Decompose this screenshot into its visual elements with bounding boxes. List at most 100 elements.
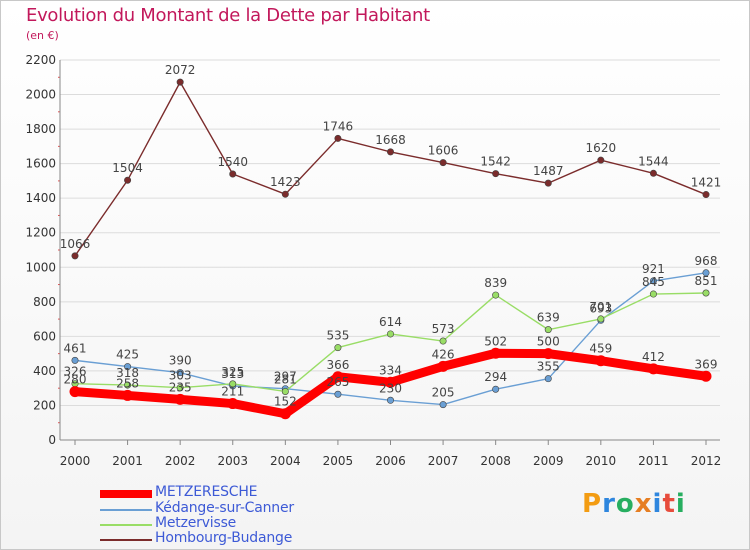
logo-letter: i <box>652 489 663 519</box>
data-point <box>702 289 710 297</box>
logo-letter: r <box>602 489 616 519</box>
legend-swatch <box>100 509 152 511</box>
data-point <box>492 291 500 299</box>
legend-label: Hombourg-Budange <box>155 530 293 546</box>
y-tick-label: 0 <box>48 433 56 447</box>
data-label: 313 <box>221 367 244 381</box>
data-label: 1668 <box>375 133 406 147</box>
y-tick-label: 1800 <box>25 122 56 136</box>
data-point <box>700 370 712 382</box>
data-label: 459 <box>589 342 612 356</box>
logo-letter: P <box>582 489 603 519</box>
data-label: 461 <box>64 341 87 355</box>
data-point <box>492 385 500 393</box>
y-tick-label: 1400 <box>25 191 56 205</box>
data-label: 297 <box>274 370 297 384</box>
logo-letter: t <box>662 489 676 519</box>
y-tick-label: 2200 <box>25 53 56 67</box>
data-point <box>386 396 394 404</box>
y-tick-label: 800 <box>33 295 56 309</box>
data-point <box>174 393 186 405</box>
data-label: 1487 <box>533 164 564 178</box>
y-tick-label: 400 <box>33 364 56 378</box>
data-label: 968 <box>695 254 718 268</box>
series-line-3 <box>74 81 707 257</box>
data-label: 369 <box>695 357 718 371</box>
data-point <box>439 159 447 167</box>
data-label: 280 <box>64 373 87 387</box>
data-point <box>649 277 657 285</box>
data-label: 851 <box>695 274 718 288</box>
data-label: 839 <box>484 276 507 290</box>
data-label: 1542 <box>480 155 511 169</box>
data-label: 535 <box>326 329 349 343</box>
data-point <box>229 380 237 388</box>
data-label: 693 <box>589 301 612 315</box>
y-tick-label: 600 <box>33 329 56 343</box>
data-point <box>702 191 710 199</box>
data-point <box>124 381 132 389</box>
data-point <box>490 347 502 359</box>
data-label: 1544 <box>638 154 669 168</box>
data-point <box>281 387 289 395</box>
x-tick-label: 2012 <box>691 454 722 468</box>
data-label: 281 <box>274 372 297 386</box>
data-label: 355 <box>537 360 560 374</box>
data-label: 614 <box>379 315 402 329</box>
data-label: 1540 <box>217 155 248 169</box>
logo-letter: i <box>675 489 686 519</box>
data-point <box>279 408 291 420</box>
x-tick-label: 2001 <box>112 454 143 468</box>
chart-title: Evolution du Montant de la Dette par Hab… <box>26 5 430 26</box>
chart-subtitle: (en €) <box>26 29 59 42</box>
data-point <box>544 375 552 383</box>
data-label: 334 <box>379 363 402 377</box>
data-label: 265 <box>326 375 349 389</box>
data-label: 502 <box>484 334 507 348</box>
x-tick-label: 2000 <box>60 454 91 468</box>
legend-swatch <box>100 524 152 526</box>
data-label: 152 <box>274 395 297 409</box>
data-label: 258 <box>116 376 139 390</box>
data-label: 1504 <box>112 161 143 175</box>
x-tick-label: 2002 <box>165 454 196 468</box>
data-point <box>281 190 289 198</box>
data-point <box>334 134 342 142</box>
y-tick-label: 1000 <box>25 260 56 274</box>
data-point <box>542 348 554 360</box>
legend-swatch <box>100 539 152 541</box>
x-tick-label: 2008 <box>480 454 511 468</box>
data-label: 235 <box>169 380 192 394</box>
legend-label: Metzervisse <box>155 515 237 531</box>
data-label: 573 <box>432 322 455 336</box>
data-point <box>386 330 394 338</box>
data-point <box>332 371 344 383</box>
data-label: 211 <box>221 385 244 399</box>
data-label: 1620 <box>586 141 617 155</box>
data-point <box>334 390 342 398</box>
data-label: 294 <box>484 370 507 384</box>
data-label: 390 <box>169 354 192 368</box>
x-tick-label: 2006 <box>375 454 406 468</box>
data-point <box>544 326 552 334</box>
logo-letter: o <box>615 489 635 519</box>
data-point <box>439 401 447 409</box>
y-tick-label: 1600 <box>25 157 56 171</box>
legend-label: Kédange-sur-Canner <box>155 500 294 516</box>
logo-letter: x <box>634 489 653 519</box>
data-point <box>492 170 500 178</box>
data-point <box>544 179 552 187</box>
data-label: 639 <box>537 311 560 325</box>
x-tick-label: 2003 <box>217 454 248 468</box>
data-label: 366 <box>326 358 349 372</box>
y-tick-label: 2000 <box>25 88 56 102</box>
data-label: 1746 <box>323 119 354 133</box>
data-label: 303 <box>169 369 192 383</box>
data-point <box>385 376 396 388</box>
x-tick-label: 2011 <box>638 454 669 468</box>
x-tick-label: 2010 <box>586 454 617 468</box>
x-tick-label: 2007 <box>428 454 459 468</box>
data-label: 205 <box>432 386 455 400</box>
data-label: 425 <box>116 348 139 362</box>
